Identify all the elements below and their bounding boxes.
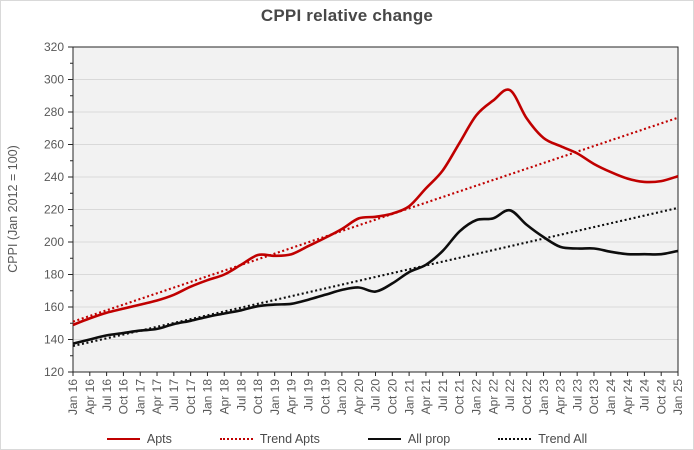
legend-label-trend-all: Trend All <box>538 432 588 446</box>
y-axis-labels: 120 140 160 180 200 220 240 260 280 300 320 <box>44 40 64 379</box>
svg-text:Jan 24: Jan 24 <box>604 379 618 415</box>
svg-text:Apr 24: Apr 24 <box>621 379 635 415</box>
legend-item-trend-apts: Trend Apts <box>219 432 320 446</box>
svg-text:Oct 23: Oct 23 <box>587 379 601 415</box>
x-axis-labels: Jan 16 Apr 16 Jul 16 Oct 16 Jan 17 Apr 17 Jul … <box>66 379 685 415</box>
legend-label-trend-apts: Trend Apts <box>259 432 320 446</box>
apts-line-swatch <box>106 438 140 440</box>
svg-text:Oct 24: Oct 24 <box>654 379 668 415</box>
svg-text:Jul 22: Jul 22 <box>503 379 517 411</box>
svg-text:140: 140 <box>44 333 64 347</box>
svg-text:Jul 16: Jul 16 <box>100 379 114 411</box>
svg-text:Oct 21: Oct 21 <box>453 379 467 415</box>
axis-ticks <box>68 46 679 376</box>
svg-text:Jan 21: Jan 21 <box>402 379 416 415</box>
svg-text:220: 220 <box>44 203 64 217</box>
svg-text:Oct 19: Oct 19 <box>318 379 332 415</box>
svg-text:Jan 16: Jan 16 <box>66 379 80 415</box>
y-axis-title: CPPI (Jan 2012 = 100) <box>6 145 20 273</box>
svg-text:260: 260 <box>44 138 64 152</box>
svg-text:Jan 22: Jan 22 <box>470 379 484 415</box>
svg-text:160: 160 <box>44 300 64 314</box>
svg-text:Apr 16: Apr 16 <box>83 379 97 415</box>
svg-text:Oct 22: Oct 22 <box>520 379 534 415</box>
series-line-trend-all <box>72 206 679 348</box>
svg-text:180: 180 <box>44 268 64 282</box>
legend-label-all-prop: All prop <box>407 432 451 446</box>
svg-text:Jul 21: Jul 21 <box>436 379 450 411</box>
svg-text:Apr 22: Apr 22 <box>486 379 500 415</box>
svg-text:Apr 17: Apr 17 <box>150 379 164 415</box>
svg-text:Jul 20: Jul 20 <box>369 379 383 411</box>
svg-text:200: 200 <box>44 235 64 249</box>
svg-text:Apr 21: Apr 21 <box>419 379 433 415</box>
svg-text:Jan 17: Jan 17 <box>133 379 147 415</box>
svg-text:Apr 23: Apr 23 <box>554 379 568 415</box>
gridlines <box>73 79 678 340</box>
series-line-trend-apts <box>72 116 679 323</box>
svg-text:Jan 23: Jan 23 <box>537 379 551 415</box>
svg-text:Oct 18: Oct 18 <box>251 379 265 415</box>
svg-text:300: 300 <box>44 73 64 87</box>
trend-all-line-swatch <box>498 438 532 440</box>
svg-text:Apr 18: Apr 18 <box>217 379 231 415</box>
legend: Apts Trend Apts All prop Trend All <box>1 432 693 446</box>
svg-text:240: 240 <box>44 170 64 184</box>
svg-text:Apr 20: Apr 20 <box>352 379 366 415</box>
svg-text:Jan 20: Jan 20 <box>335 379 349 415</box>
trend-apts-line-swatch <box>219 438 253 440</box>
legend-label-apts: Apts <box>146 432 172 446</box>
svg-text:Apr 19: Apr 19 <box>285 379 299 415</box>
svg-text:Oct 17: Oct 17 <box>184 379 198 415</box>
legend-item-trend-all: Trend All <box>498 432 587 446</box>
svg-text:Jul 23: Jul 23 <box>570 379 584 411</box>
series-line-apts <box>72 88 679 327</box>
chart-title: CPPI relative change <box>260 6 434 25</box>
svg-text:Jan 18: Jan 18 <box>201 379 215 415</box>
svg-text:Oct 16: Oct 16 <box>117 379 131 415</box>
series-line-all-prop <box>72 208 679 345</box>
svg-text:Jul 24: Jul 24 <box>638 379 652 411</box>
legend-item-apts: Apts <box>106 432 172 446</box>
svg-text:Jan 19: Jan 19 <box>268 379 282 415</box>
svg-text:Jan 25: Jan 25 <box>671 379 685 415</box>
svg-text:Jul 19: Jul 19 <box>301 379 315 411</box>
plot-border <box>72 46 679 373</box>
svg-text:Oct 20: Oct 20 <box>386 379 400 415</box>
svg-text:Jul 18: Jul 18 <box>234 379 248 411</box>
svg-text:120: 120 <box>44 365 64 379</box>
svg-text:Jul 17: Jul 17 <box>167 379 181 411</box>
svg-text:320: 320 <box>44 40 64 54</box>
legend-item-all-prop: All prop <box>367 432 451 446</box>
svg-text:280: 280 <box>44 105 64 119</box>
all-prop-line-swatch <box>367 438 401 440</box>
